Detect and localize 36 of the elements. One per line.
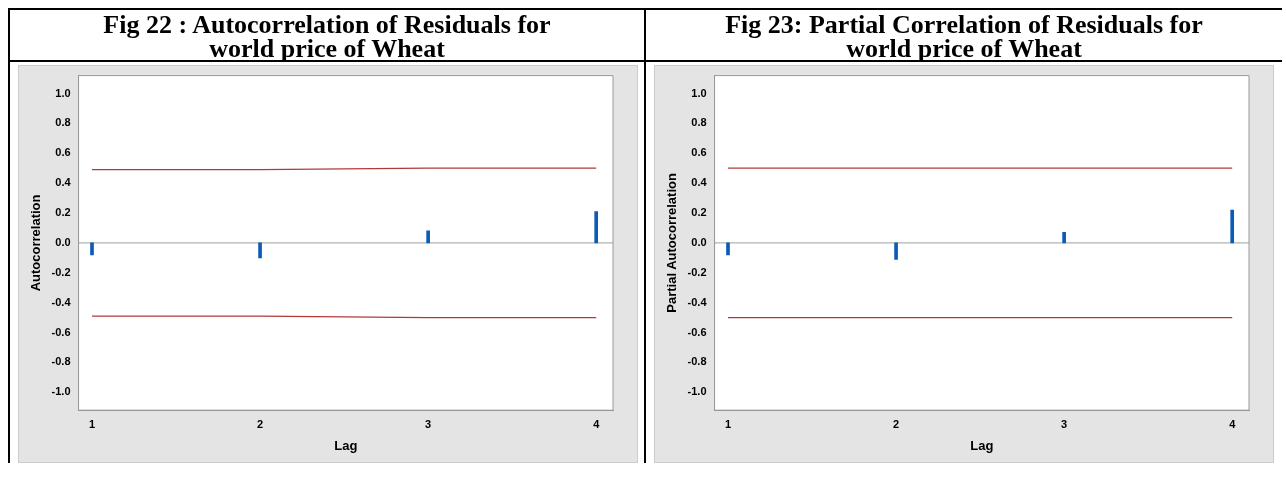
x-tick-label: 3 — [1061, 417, 1068, 430]
y-tick-label: 0.6 — [55, 146, 71, 159]
x-tick-label: 4 — [1229, 417, 1237, 430]
y-tick-label: 1.0 — [691, 86, 707, 99]
y-tick-label: -0.4 — [51, 295, 72, 308]
x-tick-label: 4 — [593, 417, 601, 430]
x-tick-label: 3 — [425, 417, 432, 430]
y-tick-label: -0.8 — [687, 355, 707, 368]
y-tick-label: 0.8 — [691, 116, 707, 129]
y-tick-label: -0.6 — [687, 325, 707, 338]
x-tick-label: 2 — [257, 417, 264, 430]
y-tick-label: -1.0 — [687, 385, 707, 398]
y-tick-label: -0.2 — [51, 265, 71, 278]
x-tick-label: 1 — [724, 417, 732, 430]
y-tick-label: 0.8 — [55, 116, 71, 129]
y-tick-label: 0.2 — [691, 206, 707, 219]
y-tick-label: 0.0 — [691, 235, 707, 248]
y-tick-label: -0.4 — [687, 295, 708, 308]
x-axis-title: Lag — [970, 437, 994, 453]
y-tick-label: 1.0 — [55, 86, 71, 99]
y-tick-label: 0.4 — [55, 176, 72, 189]
chart-title: Fig 22 : Autocorrelation of Residuals for world price of Wheat — [10, 10, 644, 63]
x-tick-label: 1 — [88, 417, 96, 430]
y-tick-label: -0.6 — [51, 325, 71, 338]
y-tick-label: 0.6 — [691, 146, 707, 159]
x-tick-label: 2 — [893, 417, 900, 430]
x-axis-title: Lag — [334, 437, 358, 453]
y-tick-label: 0.0 — [55, 235, 71, 248]
y-tick-label: 0.2 — [55, 206, 71, 219]
y-axis-title: Partial Autocorrelation — [664, 173, 680, 313]
y-axis-title: Autocorrelation — [28, 194, 44, 292]
y-tick-label: -1.0 — [51, 385, 71, 398]
chart-title: Fig 23: Partial Correlation of Residuals for world price of Wheat — [646, 10, 1282, 63]
y-tick-label: -0.8 — [51, 355, 71, 368]
y-tick-label: 0.4 — [691, 176, 708, 189]
y-tick-label: -0.2 — [687, 265, 707, 278]
